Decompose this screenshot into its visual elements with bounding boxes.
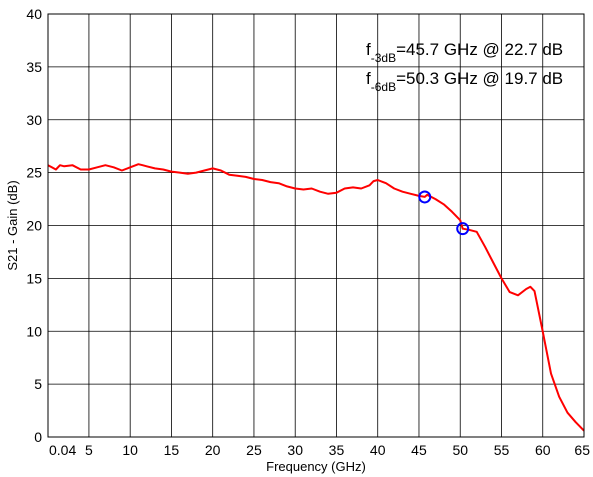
y-tick-labels: 0 5 10 15 20 25 30 35 40	[26, 6, 42, 445]
annotation-f3db-main: f	[366, 40, 371, 59]
x-tick-label: 10	[122, 442, 138, 458]
y-tick-label: 40	[26, 6, 42, 22]
x-tick-labels: 0.04 5 10 15 20 25 30 35 40 45 50 55 60 65	[49, 442, 590, 458]
marker-point	[418, 190, 432, 204]
y-tick-label: 35	[26, 59, 42, 75]
y-tick-label: 20	[26, 218, 42, 234]
gain-series-line	[47, 163, 585, 432]
x-tick-label: 45	[411, 442, 427, 458]
x-axis-label: Frequency (GHz)	[266, 459, 366, 474]
x-tick-label: 35	[329, 442, 345, 458]
x-tick-label: 20	[205, 442, 221, 458]
annotations: f-3dB=45.7 GHz @ 22.7 dB f-6dB=50.3 GHz …	[366, 40, 563, 94]
y-tick-label: 15	[26, 270, 42, 286]
x-tick-label: 50	[452, 442, 468, 458]
annotation-f3db: f-3dB=45.7 GHz @ 22.7 dB	[366, 40, 563, 65]
x-tick-label: 65	[574, 442, 590, 458]
x-tick-label: 40	[370, 442, 386, 458]
x-tick-label: 5	[85, 442, 93, 458]
grid	[48, 14, 584, 437]
x-tick-label: 30	[287, 442, 303, 458]
y-tick-label: 10	[26, 323, 42, 339]
x-tick-label: 0.04	[49, 442, 76, 458]
x-tick-label: 60	[535, 442, 551, 458]
y-tick-label: 25	[26, 165, 42, 181]
marker-layer	[418, 190, 470, 236]
x-tick-label: 55	[494, 442, 510, 458]
plot-frame	[47, 13, 585, 438]
annotation-f6db-sub: -6dB	[371, 80, 396, 94]
annotation-f6db: f-6dB=50.3 GHz @ 19.7 dB	[366, 69, 563, 94]
series-layer	[47, 163, 585, 432]
marker-point	[456, 222, 470, 236]
annotation-f3db-value: =45.7 GHz @ 22.7 dB	[396, 40, 563, 59]
x-tick-label: 25	[246, 442, 262, 458]
y-tick-label: 30	[26, 112, 42, 128]
annotation-f6db-main: f	[366, 69, 371, 88]
x-tick-label: 15	[164, 442, 180, 458]
y-tick-label: 5	[34, 376, 42, 392]
annotation-f3db-sub: -3dB	[371, 51, 396, 65]
y-axis-label: S21 - Gain (dB)	[5, 180, 20, 270]
annotation-f6db-value: =50.3 GHz @ 19.7 dB	[396, 69, 563, 88]
y-tick-label: 0	[34, 429, 42, 445]
